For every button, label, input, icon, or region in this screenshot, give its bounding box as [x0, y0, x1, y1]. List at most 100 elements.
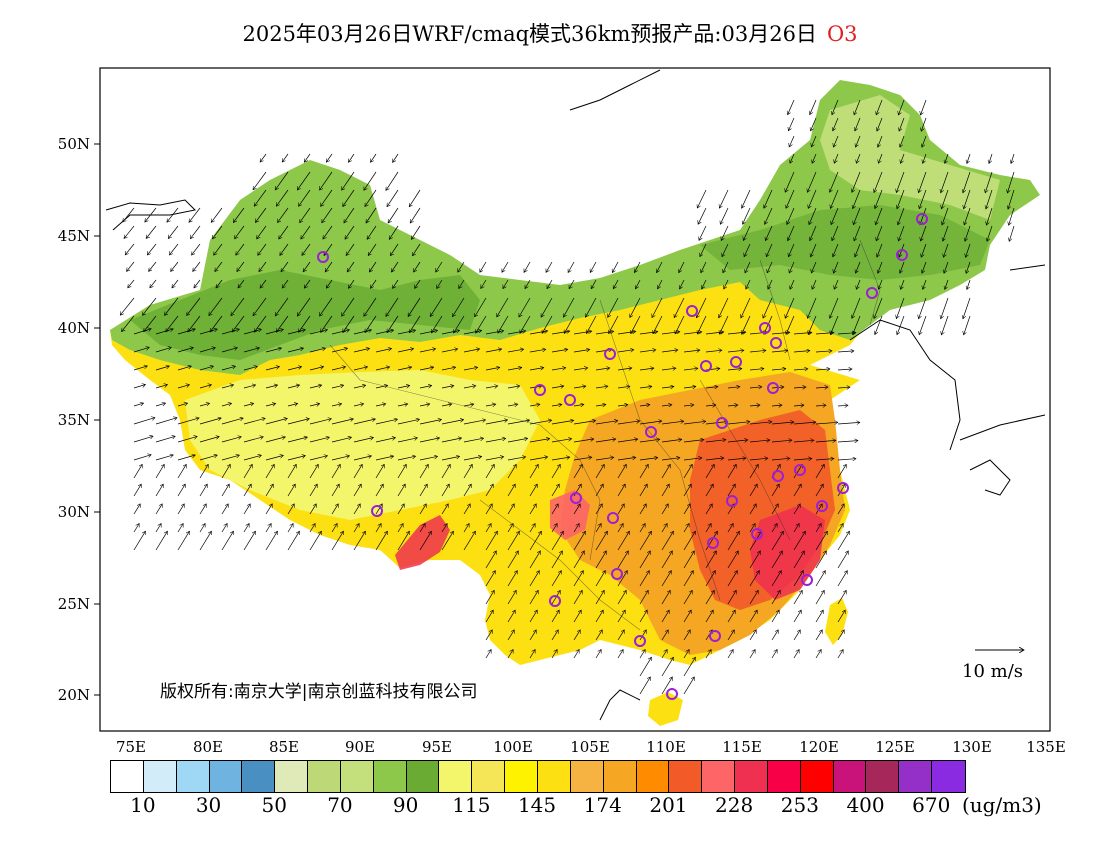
- wind-arrow: [551, 630, 559, 641]
- wind-arrow: [529, 331, 548, 335]
- sichuan-hotspot: [550, 490, 590, 540]
- wind-arrow: [419, 367, 434, 371]
- wind-arrow: [788, 243, 795, 257]
- wind-arrow: [419, 349, 436, 353]
- wind-arrow: [265, 329, 283, 335]
- wind-arrow: [431, 315, 443, 333]
- wind-arrow: [386, 297, 399, 316]
- wind-arrow: [771, 610, 780, 623]
- lon-tick: 95E: [422, 738, 452, 756]
- wind-arrow: [287, 404, 298, 407]
- wind-arrow: [793, 524, 800, 533]
- legend-swatch: [373, 761, 407, 792]
- wind-arrow: [639, 677, 651, 695]
- wind-arrow: [309, 385, 322, 389]
- wind-arrow: [411, 225, 421, 239]
- wind-arrow: [551, 331, 570, 335]
- legend-unit: (ug/m3): [962, 793, 1042, 817]
- wind-arrow: [309, 348, 326, 353]
- wind-arrow: [705, 610, 714, 623]
- wind-arrow: [529, 531, 542, 551]
- wind-arrow: [155, 464, 165, 479]
- lon-axis: 75E 80E 85E 90E 95E 100E 105E 110E 115E …: [116, 738, 1066, 756]
- wind-arrow: [749, 504, 757, 515]
- wind-arrow: [815, 405, 826, 406]
- wind-arrow: [507, 349, 524, 353]
- wind-arrow: [496, 297, 509, 317]
- wind-arrow: [812, 279, 817, 289]
- city-marker-nanchang: [751, 528, 763, 540]
- wind-arrow: [573, 368, 588, 370]
- wind-arrow: [221, 437, 241, 443]
- wind-arrow: [192, 243, 201, 255]
- wind-arrow: [364, 297, 377, 316]
- wind-arrow: [485, 484, 494, 497]
- wind-arrow: [815, 369, 830, 370]
- wind-arrow: [211, 207, 223, 222]
- wind-arrow: [199, 524, 206, 533]
- wind-arrow: [221, 464, 231, 479]
- wind-arrow: [551, 439, 572, 443]
- wind-arrow: [815, 610, 824, 623]
- wind-arrow: [727, 630, 735, 641]
- wind-arrow: [279, 225, 289, 239]
- wind-arrow: [573, 404, 584, 406]
- wind-arrow: [793, 333, 812, 335]
- wind-arrow: [323, 225, 333, 239]
- wind-arrow: [837, 387, 850, 388]
- wind-arrow: [397, 531, 410, 551]
- wind-arrow: [573, 457, 592, 461]
- wind-arrow: [397, 367, 412, 371]
- wind-arrow: [243, 524, 250, 533]
- wind-arrow: [749, 650, 756, 659]
- lon-tick: 120E: [799, 738, 839, 756]
- wind-arrow: [837, 464, 847, 479]
- wind-arrow: [617, 571, 628, 587]
- wind-arrow: [639, 386, 652, 388]
- city-marker-xining: [534, 384, 546, 396]
- wind-arrow: [353, 385, 366, 389]
- wind-arrow: [661, 350, 678, 352]
- wind-arrow: [236, 243, 245, 255]
- wind-arrow: [287, 504, 295, 515]
- wind-arrow: [199, 464, 209, 479]
- wind-arrow: [942, 207, 949, 225]
- wind-arrow: [771, 524, 778, 533]
- wind-arrow: [463, 420, 486, 425]
- wind-arrow: [529, 404, 540, 406]
- wind-arrow: [815, 571, 826, 587]
- wind-arrow: [837, 459, 856, 460]
- wind-arrow: [941, 297, 949, 319]
- wind-arrow: [705, 405, 716, 406]
- wind-arrow: [639, 610, 648, 623]
- wind-arrow: [815, 351, 832, 352]
- wind-arrow: [727, 610, 736, 623]
- wind-arrow: [393, 153, 399, 162]
- wind-arrow: [749, 630, 757, 641]
- wind-arrow: [441, 367, 456, 371]
- city-marker-hefei: [772, 470, 784, 482]
- wind-arrow: [639, 368, 654, 370]
- wind-arrow: [876, 207, 883, 225]
- ne-dark-green: [700, 205, 990, 280]
- wind-arrow: [124, 225, 135, 239]
- wind-arrow: [345, 225, 355, 239]
- city-marker-xian: [645, 426, 657, 438]
- wind-arrow: [793, 484, 802, 497]
- wind-arrow: [331, 404, 342, 406]
- wind-arrow: [720, 207, 729, 224]
- wind-arrow: [749, 440, 770, 442]
- wind-arrow: [807, 297, 817, 318]
- wind-arrow: [793, 630, 801, 641]
- city-marker-wuhan: [726, 495, 738, 507]
- lon-tick: 105E: [570, 738, 610, 756]
- wind-arrow: [727, 332, 746, 334]
- wind-arrow: [302, 243, 311, 255]
- wind-arrow: [683, 458, 702, 461]
- wind-arrow: [276, 189, 289, 206]
- wind-arrow: [744, 243, 751, 257]
- wind-arrow: [900, 135, 905, 147]
- wind-arrow: [837, 590, 847, 605]
- wind-arrow: [727, 458, 746, 460]
- wind-arrow: [749, 484, 758, 497]
